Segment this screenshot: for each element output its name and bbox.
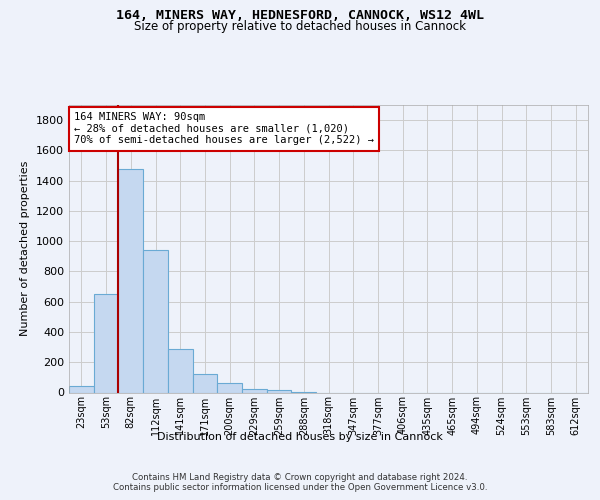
Bar [118, 168, 143, 392]
Y-axis label: Number of detached properties: Number of detached properties [20, 161, 31, 336]
Bar [94, 294, 118, 392]
Bar [217, 382, 242, 392]
Bar [267, 390, 292, 392]
Text: Distribution of detached houses by size in Cannock: Distribution of detached houses by size … [157, 432, 443, 442]
Text: 164 MINERS WAY: 90sqm
← 28% of detached houses are smaller (1,020)
70% of semi-d: 164 MINERS WAY: 90sqm ← 28% of detached … [74, 112, 374, 146]
Bar [143, 250, 168, 392]
Bar [168, 348, 193, 393]
Text: 164, MINERS WAY, HEDNESFORD, CANNOCK, WS12 4WL: 164, MINERS WAY, HEDNESFORD, CANNOCK, WS… [116, 9, 484, 22]
Bar [69, 386, 94, 392]
Text: Size of property relative to detached houses in Cannock: Size of property relative to detached ho… [134, 20, 466, 33]
Bar [242, 388, 267, 392]
Bar [193, 374, 217, 392]
Text: Contains HM Land Registry data © Crown copyright and database right 2024.
Contai: Contains HM Land Registry data © Crown c… [113, 472, 487, 492]
